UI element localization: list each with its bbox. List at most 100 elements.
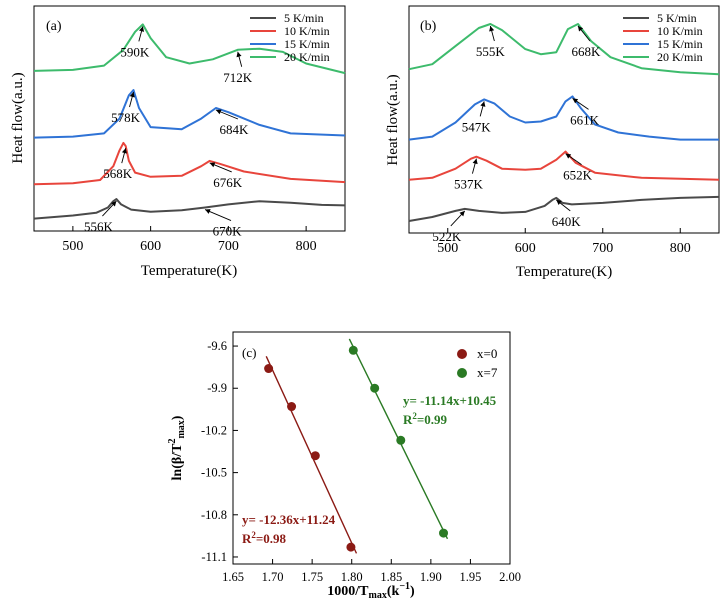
annotation-label: 555K — [476, 44, 506, 59]
series-line-15-K-min — [408, 95, 719, 141]
annotation-arrowhead — [489, 26, 495, 32]
series-line-20-K-min — [33, 23, 346, 75]
panel-c-frame — [232, 331, 511, 565]
data-point-x=7 — [439, 528, 449, 538]
annotation-label: 590K — [120, 44, 150, 59]
annotation-arrowhead — [209, 162, 216, 168]
panel-a-y-axis-label: Heat flow(a.u.) — [10, 72, 26, 163]
annotation-arrowhead — [459, 210, 465, 217]
x-tick-label: 500 — [62, 239, 83, 254]
annotation-arrowhead — [572, 98, 579, 104]
fit-r2-x7: R2=0.99 — [403, 411, 448, 427]
panel-b-y-axis-label: Heat flow(a.u.) — [385, 74, 401, 165]
legend-marker-x7 — [457, 368, 467, 378]
legend-label-x7: x=7 — [477, 365, 498, 380]
panel-c: 1.65 1.70 1.75 1.80 1.85 1.90 1.95 2.00 -9.6 -9.9… — [167, 331, 521, 601]
annotation-label: 522K — [432, 229, 462, 244]
data-point-x=7 — [348, 345, 358, 355]
panel-b: 500 600 700 800 522K 640K 537K 652K 547K 661K 555… — [385, 5, 720, 280]
y-tick-label: -11.1 — [201, 550, 227, 564]
annotation-label: 537K — [454, 177, 484, 192]
x-tick-label: 500 — [437, 241, 458, 256]
annotation-label: 670K — [213, 224, 243, 239]
annotation-arrowhead — [121, 148, 127, 154]
legend-label: 20 K/min — [657, 50, 703, 64]
series-line-15-K-min — [33, 89, 346, 139]
y-tick-label: -10.2 — [201, 423, 227, 437]
fit-r2-x0: R2=0.98 — [242, 530, 287, 546]
data-point-x=0 — [346, 542, 356, 552]
x-tick-label: 800 — [296, 239, 317, 254]
panel-c-x-axis-label: 1000/Tmax(k−1) — [327, 581, 415, 601]
x-tick-label: 600 — [515, 241, 536, 256]
annotation-arrowhead — [472, 158, 478, 165]
legend-marker-x0 — [457, 349, 467, 359]
x-tick-label: 1.75 — [301, 570, 323, 584]
x-tick-label: 1.95 — [459, 570, 481, 584]
panel-c-series-group — [264, 338, 449, 554]
panel-a-label: (a) — [46, 19, 62, 34]
y-tick-label: -10.8 — [201, 508, 227, 522]
panel-a-frame — [33, 5, 346, 232]
data-point-x=0 — [287, 402, 297, 412]
annotation-arrowhead — [215, 109, 222, 115]
data-point-x=7 — [396, 435, 406, 445]
series-line-5-K-min — [33, 198, 346, 220]
annotation-label: 684K — [219, 122, 249, 137]
data-point-x=7 — [370, 383, 380, 393]
panel-c-ticks: 1.65 1.70 1.75 1.80 1.85 1.90 1.95 2.00 -9.6 -9.9… — [201, 339, 521, 584]
x-tick-label: 1.65 — [222, 570, 244, 584]
annotation-arrowhead — [556, 199, 562, 205]
legend-label: 20 K/min — [284, 50, 330, 64]
annotation-label: 640K — [552, 214, 582, 229]
panel-a: 500 600 700 800 556K 670K 568K 676K 578K 684K 590… — [10, 5, 346, 279]
panel-c-label: (c) — [242, 345, 256, 360]
y-tick-label: -10.5 — [201, 466, 227, 480]
annotation-arrowhead — [111, 201, 117, 207]
panel-b-x-ticks: 500 600 700 800 — [437, 228, 691, 256]
data-point-x=0 — [310, 451, 320, 461]
x-tick-label: 2.00 — [499, 570, 521, 584]
x-tick-label: 700 — [592, 241, 613, 256]
y-tick-label: -9.9 — [207, 381, 227, 395]
annotation-label: 676K — [213, 175, 243, 190]
annotation-arrowhead — [577, 26, 584, 32]
panel-b-series-group — [408, 23, 720, 222]
panel-a-x-axis-label: Temperature(K) — [141, 263, 237, 279]
panel-c-y-axis-label: ln(β/T2max) — [167, 415, 187, 480]
annotation-label: 668K — [572, 44, 602, 59]
y-tick-label: -9.6 — [207, 339, 227, 353]
data-point-x=0 — [264, 364, 274, 374]
legend-label: 15 K/min — [284, 37, 330, 51]
panel-b-label: (b) — [420, 19, 437, 34]
series-line-5-K-min — [408, 195, 720, 222]
annotation-label: 568K — [103, 166, 133, 181]
panel-a-annotations: 556K 670K 568K 676K 578K 684K 590K 712K — [84, 26, 253, 239]
panel-c-legend: x=0 x=7 — [457, 346, 498, 380]
annotation-label: 652K — [563, 168, 593, 183]
legend-label: 10 K/min — [657, 24, 703, 38]
fit-equation-x0: y= -12.36x+11.24 — [242, 512, 336, 527]
annotation-arrowhead — [236, 51, 242, 58]
x-tick-label: 1.80 — [341, 570, 363, 584]
annotation-arrowhead — [480, 101, 486, 107]
x-tick-label: 1.70 — [262, 570, 284, 584]
annotation-label: 556K — [84, 219, 114, 234]
annotation-label: 712K — [223, 70, 253, 85]
panel-b-x-axis-label: Temperature(K) — [516, 264, 612, 280]
series-line-10-K-min — [408, 150, 720, 181]
panel-b-frame — [408, 5, 720, 234]
annotation-label: 661K — [570, 112, 600, 127]
annotation-arrowhead — [139, 26, 145, 32]
panel-a-x-ticks: 500 600 700 800 — [62, 226, 317, 254]
annotation-arrowhead — [565, 153, 572, 159]
panel-a-series-group — [33, 23, 346, 220]
annotation-label: 547K — [462, 119, 492, 134]
x-tick-label: 700 — [218, 239, 239, 254]
series-line-20-K-min — [408, 23, 720, 76]
x-tick-label: 600 — [140, 239, 161, 254]
legend-label: 5 K/min — [284, 11, 324, 25]
